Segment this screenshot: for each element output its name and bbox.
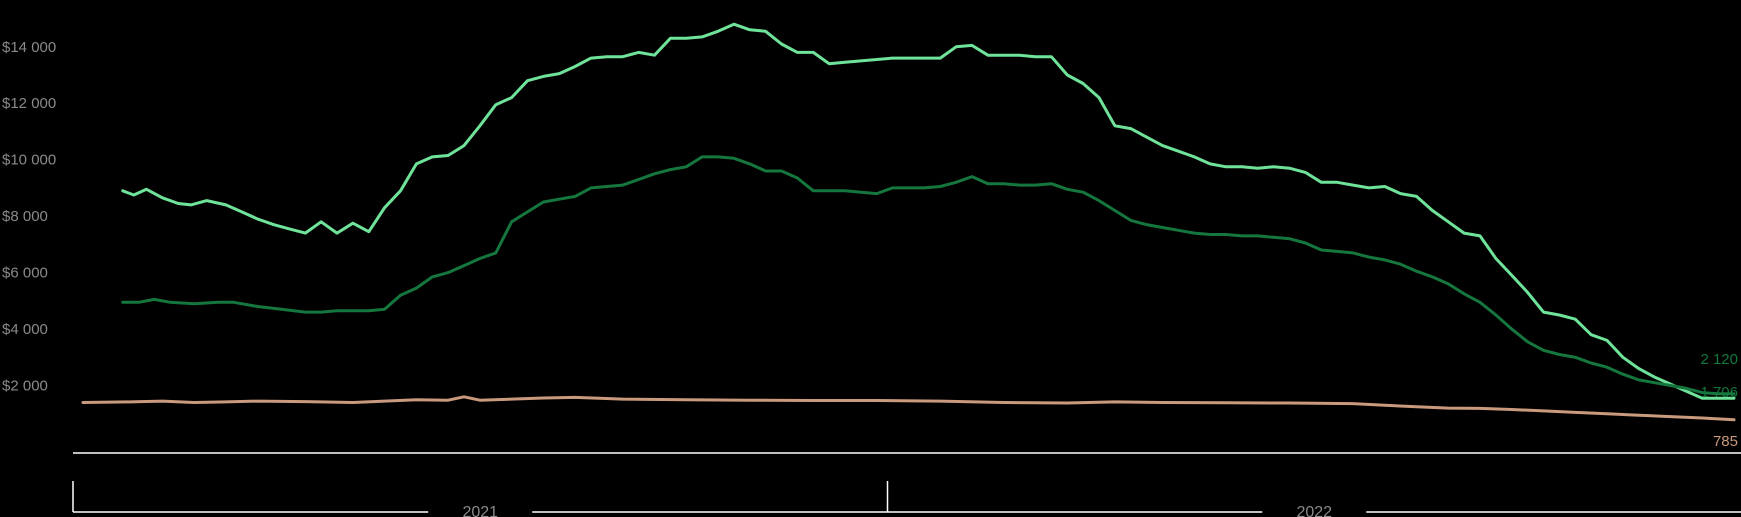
y-tick-label: $14 000 [2,39,56,56]
end-label-series-3: 785 [1713,433,1738,450]
y-tick-label: $6 000 [2,265,48,282]
y-tick-label: $2 000 [2,378,48,395]
y-tick-label: $8 000 [2,208,48,225]
y-axis: $2 000 $4 000 $6 000 $8 000 $10 000 $12 000 $1… [2,39,56,395]
series-line-3 [81,395,1736,422]
x-group-label: 2022 [1296,504,1332,517]
series-layer [81,22,1736,422]
series-line-1 [121,22,1736,400]
y-tick-label: $4 000 [2,321,48,338]
y-tick-label: $12 000 [2,95,56,112]
end-label-value: 2 120 [1700,351,1738,368]
x-group-label: 2021 [462,504,498,517]
end-label-series-2: 1 706 [1700,384,1738,401]
x-axis: 2021 2022 [72,481,1741,517]
series-line-2 [121,155,1736,396]
y-tick-label: $10 000 [2,152,56,169]
end-labels: 2 120 1 706 785 [1700,351,1738,450]
